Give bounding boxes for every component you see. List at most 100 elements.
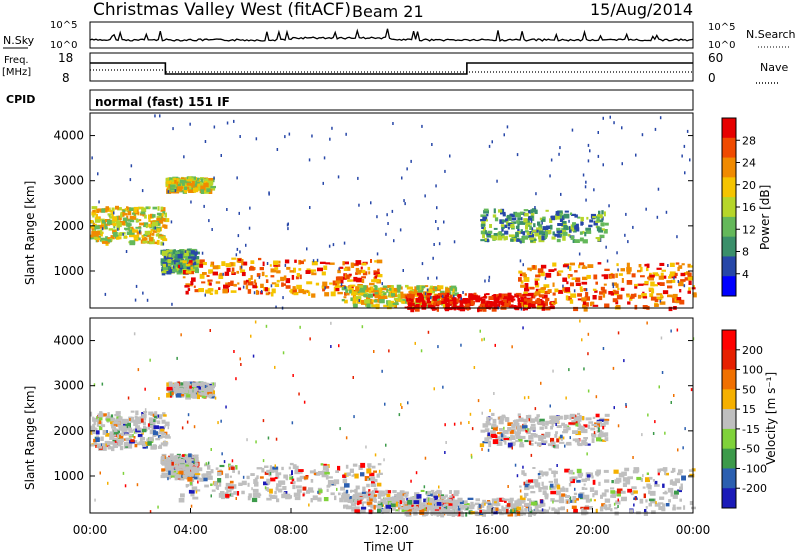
noise-cell — [659, 299, 662, 303]
scatter-cell — [154, 431, 158, 436]
scatter-cell — [447, 506, 450, 511]
scatter-cell — [497, 236, 503, 241]
scatter-cell — [118, 414, 121, 419]
scatter-cell — [281, 282, 284, 287]
scatter-cell — [215, 467, 219, 470]
scatter-cell — [674, 272, 678, 276]
scatter-cell — [112, 232, 118, 237]
scatter-cell — [620, 287, 625, 291]
scatter-cell — [164, 442, 169, 445]
scatter-cell — [657, 468, 662, 473]
scatter-cell — [687, 276, 694, 281]
scatter-cell — [504, 500, 507, 503]
scatter-cell — [406, 296, 409, 302]
scatter-cell — [532, 215, 535, 221]
noise-cell — [204, 140, 207, 143]
scatter-cell — [323, 497, 329, 502]
noise-cell — [609, 115, 611, 119]
scatter-cell — [273, 260, 279, 266]
nave-line — [90, 69, 693, 73]
scatter-cell — [265, 279, 269, 283]
scatter-cell — [632, 490, 635, 494]
scatter-cell — [175, 256, 180, 261]
scatter-cell — [144, 230, 150, 235]
scatter-cell — [109, 435, 115, 440]
scatter-cell — [454, 499, 459, 503]
noise-cell — [149, 510, 152, 514]
scatter-cell — [114, 437, 119, 440]
scatter-cell — [523, 303, 528, 306]
scatter-cell — [504, 224, 508, 228]
scatter-cell — [510, 506, 515, 510]
scatter-cell — [482, 499, 487, 503]
noise-cell — [220, 419, 222, 423]
scatter-cell — [510, 213, 513, 216]
scatter-cell — [141, 207, 147, 213]
scatter-cell — [276, 270, 281, 274]
noise-cell — [625, 404, 627, 408]
scatter-cell — [382, 502, 388, 505]
scatter-cell — [497, 296, 500, 300]
scatter-cell — [397, 293, 403, 299]
scatter-cell — [426, 288, 433, 293]
noise-cell — [462, 291, 464, 294]
scatter-cell — [592, 416, 596, 419]
scatter-cell — [688, 469, 693, 472]
scatter-cell — [142, 428, 147, 433]
scatter-cell — [502, 235, 505, 238]
scatter-cell — [95, 219, 101, 223]
scatter-cell — [350, 291, 357, 296]
scatter-cell — [230, 466, 235, 470]
scatter-cell — [651, 288, 655, 294]
scatter-cell — [539, 230, 544, 235]
noise-cell — [91, 156, 93, 160]
scatter-cell — [152, 430, 157, 436]
scatter-cell — [315, 282, 320, 286]
scatter-cell — [259, 267, 264, 271]
scatter-cell — [683, 272, 688, 275]
scatter-cell — [153, 419, 156, 422]
scatter-cell — [688, 287, 691, 292]
scatter-cell — [152, 434, 157, 437]
noise-cell — [602, 163, 604, 167]
scatter-cell — [200, 178, 204, 183]
scatter-cell — [216, 485, 219, 490]
scatter-cell — [659, 496, 665, 500]
scatter-cell — [494, 501, 497, 504]
noise-tick-left-top: 10^5 — [50, 20, 77, 31]
scatter-cell — [575, 423, 579, 427]
noise-cell — [282, 296, 284, 300]
scatter-cell — [672, 467, 676, 473]
noise-cell — [205, 462, 208, 466]
scatter-cell — [156, 228, 161, 233]
scatter-cell — [656, 267, 662, 270]
scatter-cell — [530, 423, 536, 427]
scatter-cell — [96, 239, 99, 243]
scatter-cell — [276, 483, 282, 488]
noise-cell — [676, 235, 678, 239]
noise-cell — [617, 505, 619, 508]
scatter-cell — [98, 425, 103, 431]
scatter-cell — [171, 391, 174, 396]
noise-panel-frame — [89, 21, 694, 49]
noise-cell — [361, 325, 364, 329]
scatter-cell — [371, 496, 377, 500]
scatter-cell — [591, 423, 598, 427]
scatter-cell — [613, 469, 619, 474]
scatter-cell — [462, 299, 468, 304]
scatter-cell — [177, 253, 183, 259]
scatter-cell — [360, 462, 366, 468]
noise-cell — [97, 172, 99, 176]
scatter-cell — [669, 480, 673, 485]
scatter-cell — [202, 272, 207, 275]
scatter-cell — [452, 301, 457, 307]
scatter-cell — [441, 494, 445, 498]
scatter-cell — [500, 302, 505, 306]
noise-cell — [632, 225, 634, 229]
scatter-cell — [566, 426, 571, 431]
scatter-cell — [568, 469, 574, 475]
scatter-cell — [538, 235, 542, 240]
scatter-cell — [419, 285, 426, 289]
scatter-cell — [200, 189, 204, 194]
